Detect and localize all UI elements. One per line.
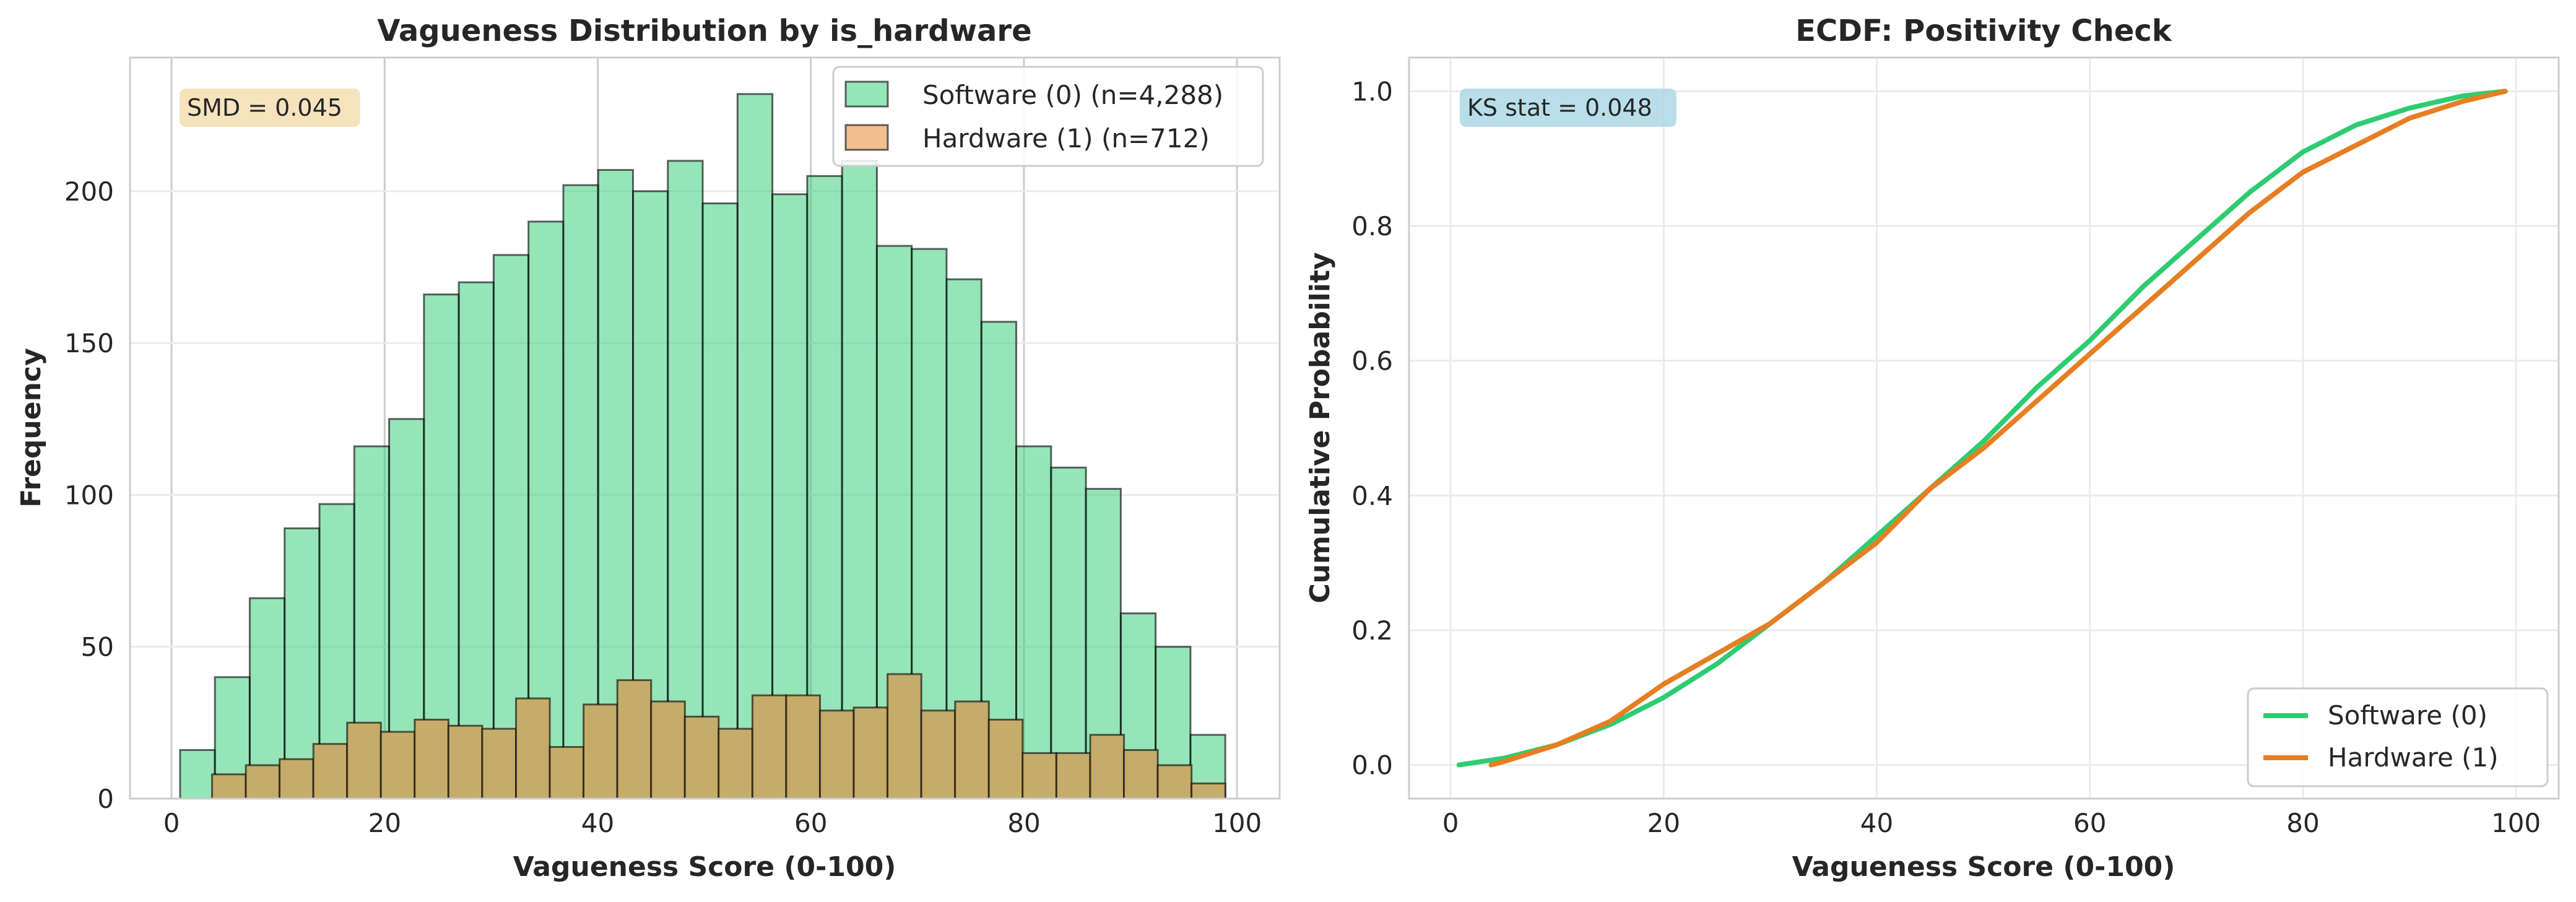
hardware-bar (954, 700, 990, 800)
hardware-bar (887, 673, 922, 800)
ecdf-spines (1408, 56, 2560, 800)
software-bar (701, 202, 739, 800)
smd-annotation-text: SMD = 0.045 (187, 94, 342, 121)
histogram-title: Vagueness Distribution by is_hardware (377, 14, 1031, 48)
hardware-bar (650, 700, 686, 800)
ecdf-lines (1456, 89, 2508, 768)
hardware-bar (987, 718, 1024, 800)
smd-annotation-box (180, 89, 360, 127)
legend-swatch-software (844, 80, 889, 108)
ks-annotation-box (1460, 89, 1676, 127)
legend-label-hardware: Hardware (1) (n=712) (922, 123, 1210, 154)
ecdf-legend: Software (0) Hardware (1) (2247, 687, 2549, 787)
ks-annotation-text: KS stat = 0.048 (1467, 94, 1652, 121)
ecdf-legend-frame (2247, 687, 2549, 787)
hardware-bar (852, 706, 889, 800)
ecdf-ylabel: Cumulative Probability (1304, 252, 1336, 603)
histogram-y-tick-label: 150 (64, 328, 114, 358)
hardware-bar (245, 764, 281, 800)
ecdf-x-tick-label: 80 (2286, 808, 2319, 838)
hardware-bar (583, 703, 618, 800)
hardware-bar (379, 731, 416, 800)
hardware-bar (312, 743, 349, 800)
hardware-bar (819, 709, 855, 800)
hardware-bar (549, 746, 585, 800)
histogram-x-tick-label: 40 (581, 808, 614, 838)
histogram-ylabel: Frequency (15, 348, 47, 508)
ecdf-x-tick-label: 100 (2491, 808, 2541, 838)
histogram-y-tick-label: 0 (97, 784, 114, 814)
legend-label-software: Software (0) (n=4,288) (922, 80, 1223, 110)
hardware-bar (718, 727, 753, 800)
histogram-x-tick-label: 80 (1007, 808, 1040, 838)
hardware-bar (616, 679, 653, 800)
histogram-x-tick-label: 20 (368, 808, 401, 838)
ecdf-plot-area (1409, 58, 2559, 799)
ecdf-x-tick-label: 60 (2073, 808, 2106, 838)
hardware-bar (211, 773, 247, 800)
ecdf-y-tick-label: 1.0 (1351, 76, 1393, 106)
hardware-bar (279, 758, 314, 800)
hardware-bar (447, 724, 484, 800)
ecdf-line-software (1456, 89, 2508, 768)
ecdf-y-tick-label: 0.6 (1351, 346, 1393, 376)
software-bar (736, 93, 774, 800)
histogram-xlabel: Vagueness Score (0-100) (513, 851, 896, 883)
histogram-spines (129, 56, 1281, 800)
ecdf-y-tick-label: 0.4 (1351, 480, 1393, 511)
ecdf-legend-label-hardware: Hardware (1) (2328, 742, 2499, 773)
ecdf-x-tick-label: 40 (1860, 808, 1893, 838)
hardware-bar (1156, 764, 1193, 800)
ecdf-y-tick-label: 0.2 (1351, 615, 1393, 646)
hardware-bar (414, 718, 449, 800)
hardware-bar (346, 721, 382, 800)
hardware-bar (751, 694, 787, 800)
hardware-bars (211, 673, 1226, 800)
hardware-bar (515, 697, 551, 800)
histogram-x-tick-label: 60 (794, 808, 827, 838)
smd-annotation: SMD = 0.045 (180, 89, 360, 127)
histogram-x-tick-label: 0 (163, 808, 180, 838)
ecdf-y-tick-label: 0.8 (1351, 211, 1393, 241)
histogram-legend: Software (0) (n=4,288) Hardware (1) (n=7… (832, 66, 1264, 167)
hardware-bar (920, 709, 956, 800)
software-bar (179, 749, 216, 800)
histogram-y-tick-label: 100 (64, 480, 114, 510)
hardware-bar (1123, 749, 1159, 800)
hardware-bar (683, 716, 720, 800)
hardware-bar (1190, 782, 1226, 800)
ecdf-legend-label-software: Software (0) (2328, 700, 2487, 731)
hardware-bar (785, 694, 822, 800)
ecdf-line-hardware (1488, 89, 2508, 768)
histogram-y-tick-label: 50 (81, 632, 114, 662)
hardware-bar (1021, 752, 1057, 800)
hardware-bar (481, 727, 518, 800)
ecdf-tick-labels: 0 20 40 60 80 100 0.0 0.2 0.4 0.6 0.8 1.0 (1351, 76, 2541, 838)
ecdf-panel: 0 20 40 60 80 100 0.0 0.2 0.4 0.6 0.8 1.0 ECDF: Pos… (1304, 14, 2560, 883)
histogram-y-tick-label: 200 (64, 176, 114, 207)
ecdf-x-tick-label: 20 (1647, 808, 1680, 838)
software-bar (458, 281, 495, 800)
ecdf-title: ECDF: Positivity Check (1795, 14, 2172, 48)
histogram-panel: 0 20 40 60 80 100 0 50 100 150 200 Vagueness Distr… (15, 14, 1281, 883)
software-bar (667, 160, 704, 800)
software-bar (841, 160, 878, 800)
ecdf-y-tick-label: 0.0 (1351, 750, 1393, 781)
ks-annotation: KS stat = 0.048 (1460, 89, 1676, 127)
software-bar (1050, 466, 1087, 800)
ecdf-x-tick-label: 0 (1442, 808, 1459, 838)
histogram-tick-labels: 0 20 40 60 80 100 0 50 100 150 200 (64, 176, 1262, 838)
histogram-legend-frame (832, 66, 1264, 167)
ecdf-xlabel: Vagueness Score (0-100) (1792, 851, 2175, 883)
histogram-x-tick-label: 100 (1212, 808, 1262, 838)
legend-swatch-hardware (844, 124, 889, 151)
hardware-bar (1089, 734, 1125, 800)
hardware-bar (1055, 752, 1091, 800)
